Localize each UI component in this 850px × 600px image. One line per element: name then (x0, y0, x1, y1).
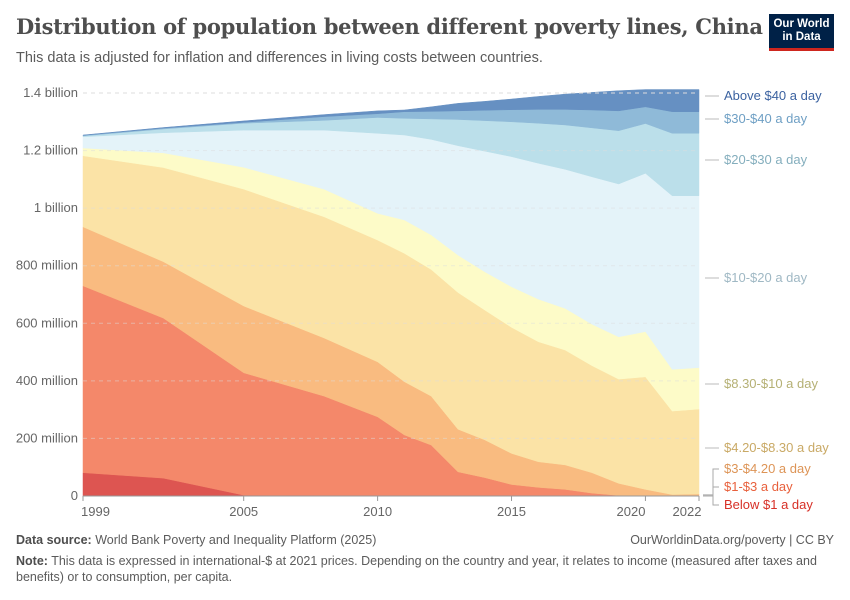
x-tick-label: 2022 (673, 504, 702, 519)
series-label-5: $10-$20 a day (724, 270, 808, 285)
series-label-1: $1-$3 a day (724, 479, 793, 494)
x-tick-label: 2015 (497, 504, 526, 519)
series-label-3: $4.20-$8.30 a day (724, 440, 829, 455)
series-label-6: $20-$30 a day (724, 152, 808, 167)
y-tick-label: 1 billion (34, 200, 78, 215)
series-label-4: $8.30-$10 a day (724, 376, 818, 391)
y-tick-label: 400 million (16, 373, 78, 388)
y-tick-label: 600 million (16, 315, 78, 330)
x-tick-label: 1999 (81, 504, 110, 519)
note: Note: This data is expressed in internat… (16, 554, 817, 584)
chart-title: Distribution of population between diffe… (16, 14, 763, 39)
y-tick-label: 1.4 billion (23, 85, 78, 100)
x-tick-label: 2005 (229, 504, 258, 519)
y-tick-label: 0 (71, 488, 78, 503)
label-connector (703, 495, 719, 506)
series-label-7: $30-$40 a day (724, 111, 808, 126)
y-tick-label: 200 million (16, 430, 78, 445)
owid-logo[interactable]: Our World in Data (769, 14, 834, 51)
x-tick-label: 2010 (363, 504, 392, 519)
series-label-2: $3-$4.20 a day (724, 461, 811, 476)
area-8 (82, 89, 700, 136)
label-connector (703, 468, 719, 496)
source-link[interactable]: OurWorldinData.org/poverty | CC BY (630, 533, 834, 547)
series-label-0: Below $1 a day (724, 497, 813, 512)
y-tick-label: 800 million (16, 258, 78, 273)
series-label-8: Above $40 a day (724, 88, 822, 103)
data-source: Data source: World Bank Poverty and Ineq… (16, 533, 377, 547)
y-tick-label: 1.2 billion (23, 143, 78, 158)
chart-subtitle: This data is adjusted for inflation and … (16, 50, 543, 66)
x-tick-label: 2020 (617, 504, 646, 519)
